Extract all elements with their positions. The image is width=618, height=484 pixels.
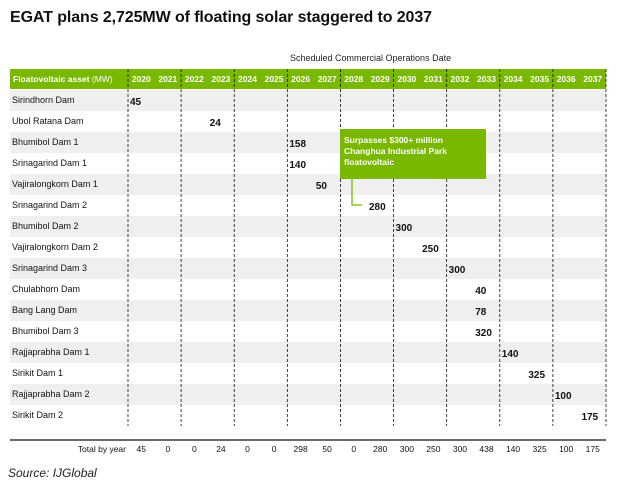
year-header: 2022	[185, 74, 204, 84]
header-label: Floatovoltaic asset (MW)	[13, 74, 113, 84]
total-value: 325	[533, 444, 547, 454]
chart-subtitle: Scheduled Commercial Operations Date	[290, 53, 452, 63]
year-header: 2023	[211, 74, 230, 84]
source-note: Source: IJGlobal	[8, 466, 97, 480]
callout-line: floatovoltaic	[344, 157, 394, 167]
year-header: 2021	[158, 74, 177, 84]
totals-label: Total by year	[78, 444, 126, 454]
asset-label: Vajiralongkorn Dam 1	[12, 179, 98, 189]
asset-label: Rajjaprabha Dam 2	[12, 389, 90, 399]
year-header: 2031	[424, 74, 443, 84]
total-value: 0	[165, 444, 170, 454]
mw-value: 24	[210, 118, 222, 129]
row-band	[10, 300, 606, 321]
year-header: 2030	[397, 74, 416, 84]
callout-box	[340, 129, 486, 179]
total-value: 280	[373, 444, 387, 454]
mw-value: 300	[449, 265, 466, 276]
callout-line: Surpasses $300+ million	[344, 135, 443, 145]
asset-label: Sirindhorn Dam	[12, 95, 75, 105]
total-value: 250	[426, 444, 440, 454]
mw-value: 140	[289, 160, 306, 171]
total-value: 300	[453, 444, 467, 454]
row-band	[10, 342, 606, 363]
year-header: 2034	[504, 74, 523, 84]
mw-value: 325	[528, 370, 545, 381]
chart-title: EGAT plans 2,725MW of floating solar sta…	[10, 9, 432, 26]
asset-label: Ubol Ratana Dam	[12, 116, 84, 126]
total-value: 0	[192, 444, 197, 454]
asset-label: Rajjaprabha Dam 1	[12, 347, 90, 357]
asset-label: Sirikit Dam 1	[12, 368, 63, 378]
asset-label: Bhumibol Dam 3	[12, 326, 79, 336]
mw-value: 45	[130, 97, 142, 108]
row-band	[10, 174, 606, 195]
year-header: 2027	[318, 74, 337, 84]
mw-value: 40	[475, 286, 487, 297]
row-band	[10, 216, 606, 237]
year-header: 2025	[265, 74, 284, 84]
asset-label: Srinagarind Dam 3	[12, 263, 87, 273]
asset-label: Bhumibol Dam 2	[12, 221, 79, 231]
mw-value: 158	[289, 139, 306, 150]
year-header: 2029	[371, 74, 390, 84]
year-header: 2024	[238, 74, 257, 84]
year-header: 2020	[132, 74, 151, 84]
row-band	[10, 132, 606, 153]
mw-value: 250	[422, 244, 439, 255]
row-band	[10, 258, 606, 279]
mw-value: 100	[555, 391, 572, 402]
total-value: 175	[586, 444, 600, 454]
total-value: 45	[137, 444, 147, 454]
total-value: 0	[245, 444, 250, 454]
asset-label: Chulabhorn Dam	[12, 284, 80, 294]
mw-value: 300	[396, 223, 413, 234]
mw-value: 280	[369, 202, 386, 213]
mw-value: 50	[316, 181, 328, 192]
total-value: 0	[351, 444, 356, 454]
header-label-unit: (MW)	[92, 74, 113, 84]
year-header: 2032	[450, 74, 469, 84]
year-header: 2035	[530, 74, 549, 84]
asset-label: Srinagarind Dam 1	[12, 158, 87, 168]
total-value: 298	[294, 444, 308, 454]
year-header: 2037	[583, 74, 602, 84]
total-value: 438	[479, 444, 493, 454]
asset-label: Srinagarind Dam 2	[12, 200, 87, 210]
year-header: 2033	[477, 74, 496, 84]
total-value: 100	[559, 444, 573, 454]
total-value: 24	[216, 444, 226, 454]
header-band	[10, 69, 606, 89]
asset-label: Bang Lang Dam	[12, 305, 77, 315]
total-value: 0	[272, 444, 277, 454]
row-band	[10, 384, 606, 405]
callout-line: Changhua Industrial Park	[344, 146, 447, 156]
asset-label: Vajiralongkorn Dam 2	[12, 242, 98, 252]
year-header: 2026	[291, 74, 310, 84]
mw-value: 140	[502, 349, 519, 360]
mw-value: 320	[475, 328, 492, 339]
year-header: 2028	[344, 74, 363, 84]
callout-connector	[351, 179, 362, 206]
total-value: 50	[322, 444, 332, 454]
row-band	[10, 90, 606, 111]
header-label-main: Floatovoltaic asset	[13, 74, 92, 84]
total-value: 140	[506, 444, 520, 454]
mw-value: 78	[475, 307, 487, 318]
year-header: 2036	[557, 74, 576, 84]
total-value: 300	[400, 444, 414, 454]
mw-value: 175	[581, 412, 598, 423]
asset-label: Sirikit Dam 2	[12, 410, 63, 420]
asset-label: Bhumibol Dam 1	[12, 137, 79, 147]
